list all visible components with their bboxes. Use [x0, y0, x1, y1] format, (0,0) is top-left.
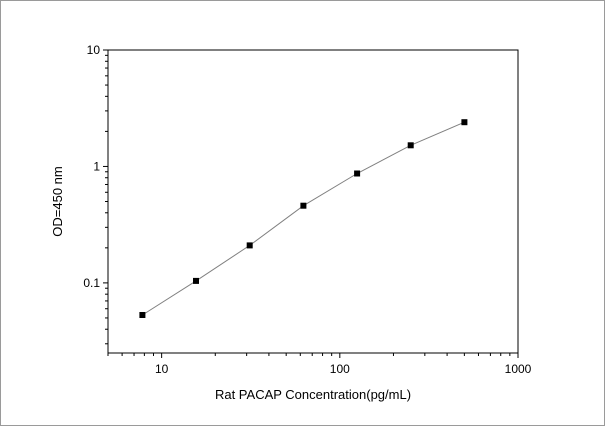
- y-tick-label: 1: [93, 159, 100, 173]
- y-tick-label: 10: [87, 43, 101, 57]
- y-axis-title: OD=450 nm: [50, 166, 65, 236]
- data-point: [407, 142, 414, 149]
- x-axis-title: Rat PACAP Concentration(pg/mL): [215, 387, 411, 402]
- data-point: [354, 170, 361, 177]
- x-tick-label: 100: [330, 362, 350, 376]
- axes: 10 100 1000 0.1 1 10: [83, 43, 531, 376]
- y-tick-label: 0.1: [83, 276, 100, 290]
- series-line: [142, 121, 465, 316]
- data-point: [300, 202, 307, 209]
- x-tick-label: 1000: [505, 362, 532, 376]
- plot-area-border: [107, 49, 519, 354]
- data-point: [461, 119, 468, 126]
- series-layer: [139, 119, 468, 318]
- data-point: [193, 277, 199, 284]
- data-point: [246, 242, 253, 249]
- x-tick-label: 10: [155, 362, 169, 376]
- data-point: [139, 312, 146, 318]
